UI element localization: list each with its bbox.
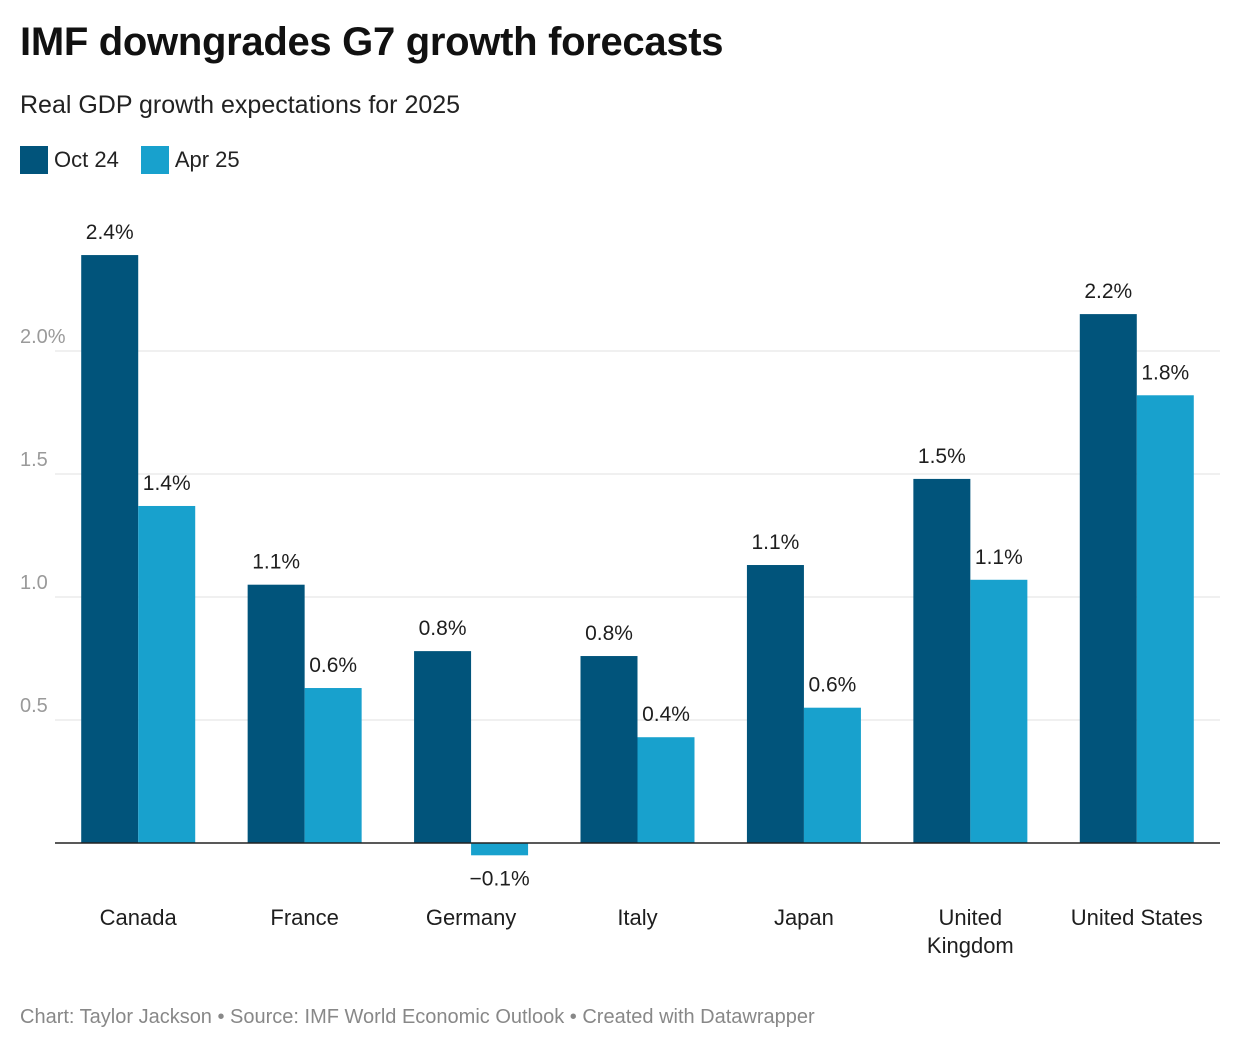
chart-subtitle: Real GDP growth expectations for 2025	[20, 91, 461, 119]
legend-label-oct-24: Oct 24	[54, 147, 119, 172]
data-label: 2.4%	[86, 221, 134, 244]
data-label: 0.4%	[642, 703, 690, 726]
bar	[304, 688, 362, 843]
legend-swatch-oct-24	[20, 146, 48, 174]
data-label: 1.5%	[918, 445, 966, 468]
bar	[913, 478, 971, 843]
x-tick-label: Germany	[426, 905, 516, 930]
bar	[81, 255, 139, 843]
bar	[803, 707, 861, 843]
data-label: 1.8%	[1141, 361, 1189, 384]
bar	[637, 737, 695, 843]
x-tick-label: United States	[1071, 905, 1203, 930]
bar	[970, 579, 1028, 843]
bar	[414, 651, 472, 843]
legend-item-oct-24: Oct 24	[20, 146, 119, 174]
data-label: 1.4%	[143, 472, 191, 495]
bar	[1136, 395, 1194, 843]
bar	[247, 584, 305, 843]
x-tick-label: France	[270, 905, 338, 930]
legend-swatch-apr-25	[140, 146, 169, 174]
chart-title: IMF downgrades G7 growth forecasts	[20, 20, 724, 64]
data-label: 0.8%	[585, 622, 633, 645]
y-tick-label: 1.0	[20, 572, 48, 594]
data-label: 0.8%	[419, 617, 467, 640]
bar	[1079, 314, 1137, 844]
y-tick-label: 2.0%	[20, 326, 66, 348]
bar	[746, 565, 804, 843]
bar	[580, 656, 638, 843]
x-tick-label: Kingdom	[927, 933, 1014, 958]
legend-item-apr-25: Apr 25	[140, 146, 240, 174]
x-tick-label: Canada	[100, 905, 178, 930]
y-tick-label: 0.5	[20, 695, 48, 717]
data-label: 1.1%	[975, 546, 1023, 569]
x-tick-label: Japan	[774, 905, 834, 930]
chart-footer: Chart: Taylor Jackson • Source: IMF Worl…	[20, 1006, 815, 1028]
y-tick-label: 1.5	[20, 449, 48, 471]
bar	[471, 843, 529, 856]
legend: Oct 24 Apr 25	[20, 146, 262, 174]
data-label: 2.2%	[1084, 280, 1132, 303]
x-tick-label: Italy	[617, 905, 657, 930]
data-label: 0.6%	[309, 654, 357, 677]
data-label: 0.6%	[808, 674, 856, 697]
x-tick-label: United	[939, 905, 1003, 930]
data-label: 1.1%	[751, 531, 799, 554]
legend-label-apr-25: Apr 25	[174, 147, 240, 172]
data-label: −0.1%	[470, 867, 530, 890]
data-label: 1.1%	[252, 551, 300, 574]
bar	[138, 505, 196, 843]
bar-chart: 0.5 1.0 1.5 2.0% 2.4% 1.4% Canada 1.1% 0.6% Franc…	[20, 221, 1220, 958]
